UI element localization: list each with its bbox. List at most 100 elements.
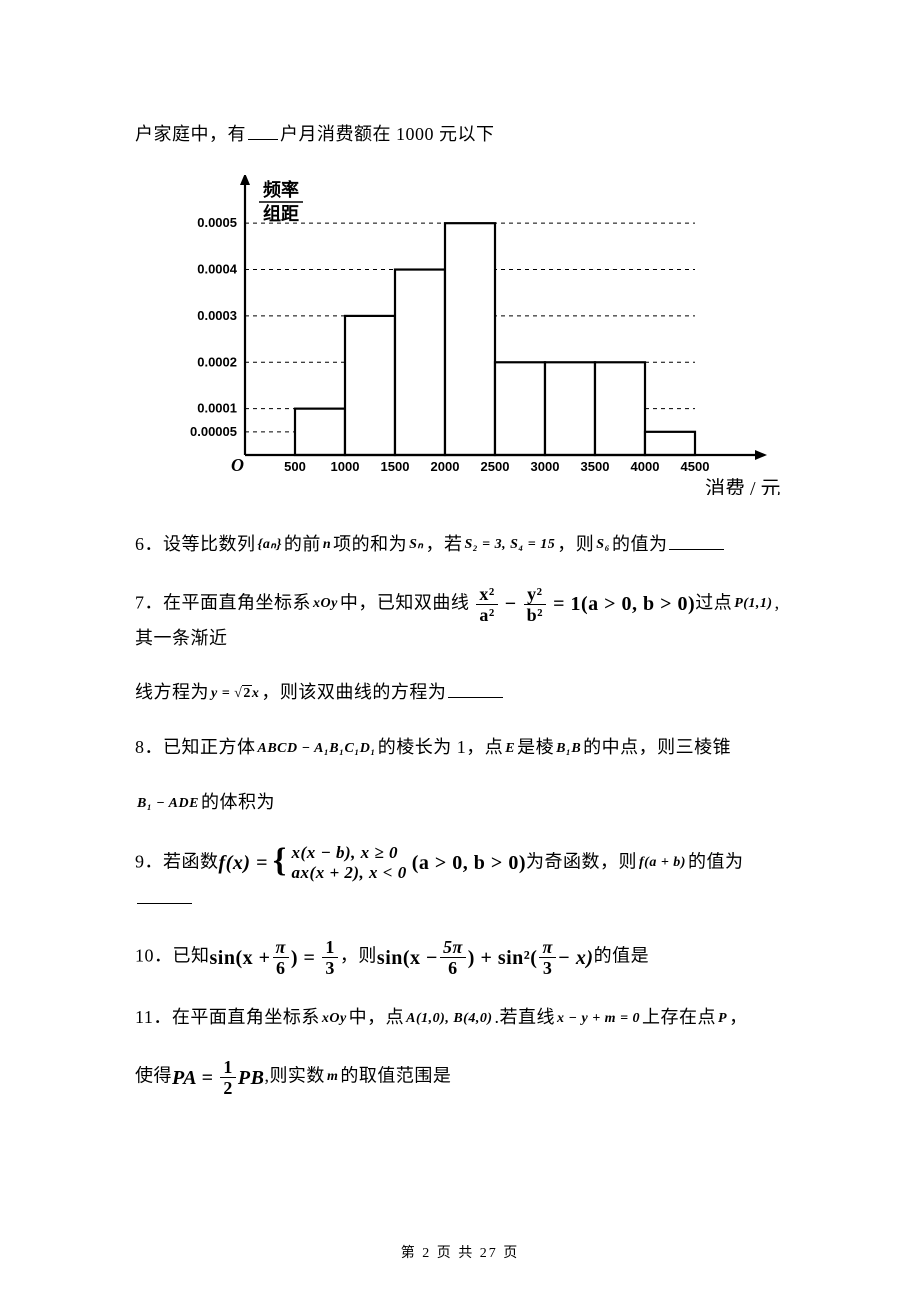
q6-mid1: 的前 (284, 534, 321, 554)
q11-line2: 使得PA = 12PB,则实数m的取值范围是 (135, 1058, 790, 1097)
q10-5pi6: 5π6 (440, 938, 466, 977)
q7-prefix: 7．在平面直角坐标系 (135, 592, 311, 612)
q11-half-d: 2 (220, 1078, 236, 1097)
q9-prefix: 9．若函数 (135, 851, 219, 871)
q11-xoy: xOy (320, 1008, 349, 1030)
q11-mid4: ， (729, 1007, 748, 1027)
q11-l2b: ,则实数 (264, 1066, 325, 1086)
q9-case2: ax(x + 2), x < 0 (292, 863, 407, 883)
q10-mid: ，则 (340, 946, 377, 966)
q7-frac2: y²b² (524, 585, 546, 624)
q6: 6．设等比数列{aₙ}的前n项的和为Sₙ，若S₂ = 3, S₄ = 15，则S… (135, 530, 790, 559)
q7-P: P(1,1) (732, 593, 774, 615)
q7-asym-x: x (252, 686, 260, 701)
q10-13-n: 1 (322, 938, 338, 958)
q9-fab: f(a + b) (637, 852, 688, 874)
q10-13-d: 3 (322, 958, 338, 977)
q7-f1-den: a² (476, 605, 497, 624)
q6-seq: {aₙ} (256, 534, 284, 556)
svg-text:2000: 2000 (431, 459, 460, 474)
q10-pi6-n: π (273, 938, 289, 958)
q6-S6: S₆ (594, 534, 612, 556)
q6-mid2: 项的和为 (333, 534, 407, 554)
q10-sin1h: sin(x + (210, 942, 271, 974)
footer-text: 第 2 页 共 27 页 (401, 1246, 520, 1261)
page-root: 户家庭中，有 户月消费额在 1000 元以下 0.0005 0.0004 0.0003… (0, 0, 920, 1302)
q6-mid4: ，则 (557, 534, 594, 554)
q10-sin1t: ) = (291, 942, 316, 974)
q7-xoy: xOy (311, 593, 340, 615)
q10-pi3: π3 (539, 938, 555, 977)
intro-text-b: 户月消费额在 1000 元以下 (280, 124, 495, 144)
intro-line: 户家庭中，有 户月消费额在 1000 元以下 (135, 120, 790, 149)
q9-cases: { x(x − b), x ≥ 0 ax(x + 2), x < 0 (273, 843, 407, 884)
q7-sqrt: 2 (234, 683, 252, 705)
svg-text:2500: 2500 (481, 459, 510, 474)
q9: 9．若函数f(x) = { x(x − b), x ≥ 0 ax(x + 2),… (135, 843, 790, 913)
q7-l2b: ，则该双曲线的方程为 (261, 682, 446, 702)
q7-asym: y = 2x (209, 683, 261, 705)
q11-half-n: 1 (220, 1058, 236, 1078)
q11-lineeq: x − y + m = 0 (555, 1008, 642, 1030)
q10-pi3-d: 3 (539, 958, 555, 977)
q9-cases-inner: x(x − b), x ≥ 0 ax(x + 2), x < 0 (292, 843, 407, 884)
q11-PA: PA = (172, 1062, 213, 1094)
q10-mx: − x) (558, 942, 594, 974)
q8-mid1: 的棱长为 1，点 (378, 737, 504, 757)
q7-f2-num: y² (524, 585, 546, 605)
q7-mid1: 中，已知双曲线 (340, 592, 470, 612)
q7-sqrt-arg: 2 (242, 685, 252, 701)
q6-cond: S₂ = 3, S₄ = 15 (463, 534, 558, 556)
q10-pi6: π6 (273, 938, 289, 977)
svg-text:0.0005: 0.0005 (197, 215, 237, 230)
svg-text:0.0003: 0.0003 (197, 308, 237, 323)
q8-mid4: 的体积为 (201, 792, 275, 812)
svg-text:0.0004: 0.0004 (197, 261, 238, 276)
q11-pts: A(1,0), B(4,0) (404, 1008, 494, 1030)
q7-frac1: x²a² (476, 585, 497, 624)
q10-5pi6-d: 6 (440, 958, 466, 977)
svg-text:组距: 组距 (263, 203, 299, 224)
q8-line2: B₁ − ADE的体积为 (135, 788, 790, 817)
q6-mid5: 的值为 (612, 534, 668, 554)
q7-f2-den: b² (524, 605, 546, 624)
q9-case1: x(x − b), x ≥ 0 (292, 843, 407, 863)
q11-m: m (325, 1066, 340, 1088)
q7-line2: 线方程为y = 2x，则该双曲线的方程为 (135, 678, 790, 707)
q10-5pi6-n: 5π (440, 938, 466, 958)
q7-mid2: 过点 (695, 592, 732, 612)
q9-cond: (a > 0, b > 0) (412, 847, 526, 879)
svg-text:3000: 3000 (531, 459, 560, 474)
q6-blank (669, 531, 724, 550)
svg-text:1000: 1000 (331, 459, 360, 474)
q10-pi6-d: 6 (273, 958, 289, 977)
q11-line1: 11．在平面直角坐标系xOy中，点A(1,0), B(4,0).若直线x − y… (135, 1003, 790, 1032)
q7-l2a: 线方程为 (135, 682, 209, 702)
q6-Sn: Sₙ (407, 534, 425, 556)
q7-asym-y: y = (211, 686, 234, 701)
q7-f1-num: x² (476, 585, 497, 605)
intro-text-a: 户家庭中，有 (135, 124, 246, 144)
q9-tail: 的值为 (688, 851, 744, 871)
svg-text:频率: 频率 (263, 179, 299, 200)
q10-pi3-n: π (539, 938, 555, 958)
svg-text:消费 / 元: 消费 / 元 (705, 477, 781, 495)
q9-fx: f(x) = (219, 847, 268, 879)
q6-n: n (321, 534, 333, 556)
q8-prefix: 8．已知正方体 (135, 737, 256, 757)
svg-text:500: 500 (284, 459, 306, 474)
q8-tetra: B₁ − ADE (135, 793, 201, 815)
q7-eq-tail: = 1(a > 0, b > 0) (553, 588, 695, 620)
q9-blank (137, 885, 192, 904)
q8-mid2: 是棱 (517, 737, 554, 757)
q9-brace: { (273, 847, 287, 874)
svg-text:4500: 4500 (681, 459, 710, 474)
histogram-chart: 0.00050.00040.00030.00020.00010.00005O50… (145, 175, 790, 500)
q9-mid: 为奇函数，则 (526, 851, 637, 871)
intro-blank (248, 121, 278, 140)
svg-text:0.00005: 0.00005 (190, 424, 237, 439)
q11-half: 12 (220, 1058, 236, 1097)
q10-sin2h: sin(x − (377, 942, 438, 974)
q6-prefix: 6．设等比数列 (135, 534, 256, 554)
q7-line1: 7．在平面直角坐标系xOy中，已知双曲线 x²a² − y²b² = 1(a >… (135, 585, 790, 653)
